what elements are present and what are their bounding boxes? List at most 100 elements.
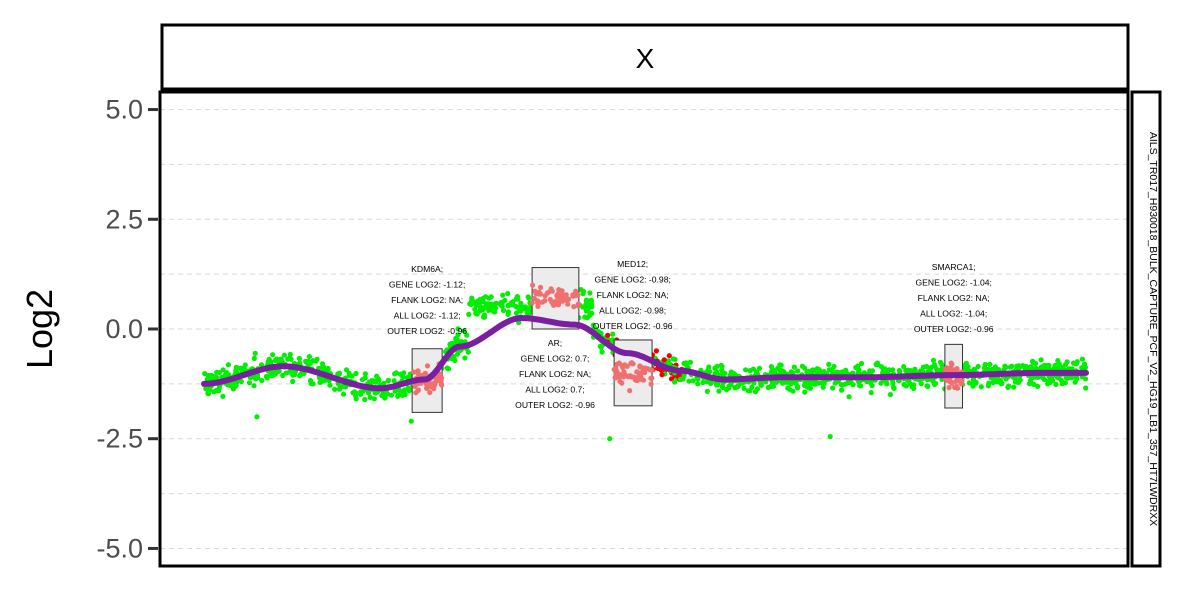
annotation-ar: AR; GENE LOG2: 0.7; FLANK LOG2: NA; ALL LOG… bbox=[515, 338, 595, 410]
probe-point bbox=[500, 307, 507, 314]
probe-point bbox=[339, 384, 345, 390]
gene-point bbox=[958, 381, 964, 387]
probe-point bbox=[1074, 376, 1080, 382]
probe-point bbox=[1059, 381, 1065, 387]
probe-point bbox=[749, 384, 755, 390]
gene-annotations: KDM6A; GENE LOG2: -1.12; FLANK LOG2: NA; AL… bbox=[387, 259, 994, 410]
probe-point bbox=[735, 384, 741, 390]
gene-point bbox=[631, 374, 637, 380]
probe-point bbox=[867, 368, 873, 374]
probe-point bbox=[962, 365, 968, 371]
probe-point bbox=[712, 365, 718, 371]
probe-point bbox=[402, 391, 408, 398]
probe-point bbox=[804, 384, 811, 390]
probe-point bbox=[405, 385, 411, 391]
probe-point bbox=[371, 396, 377, 402]
probe-point bbox=[499, 303, 505, 309]
gene-point bbox=[415, 388, 421, 394]
probe-point bbox=[220, 367, 226, 373]
probe-point bbox=[605, 332, 611, 338]
probe-point bbox=[668, 376, 675, 382]
probe-point bbox=[307, 378, 314, 384]
probe-point bbox=[1063, 375, 1069, 381]
side-strip-label: AILS_TR017_H930018_BULK_CAPTURE_PCF_V2_H… bbox=[1147, 132, 1159, 526]
probe-point bbox=[583, 298, 590, 304]
probe-point bbox=[704, 388, 711, 394]
probe-point bbox=[987, 361, 993, 367]
gene-point bbox=[571, 304, 577, 310]
probe-point bbox=[661, 357, 667, 363]
probe-point bbox=[360, 388, 366, 394]
probe-point bbox=[838, 382, 845, 388]
probe-point bbox=[875, 362, 881, 368]
probe-point bbox=[373, 379, 379, 385]
probe-point bbox=[690, 378, 696, 384]
probe-point bbox=[469, 298, 475, 304]
probe-point bbox=[290, 372, 296, 378]
y-tick-label: -5.0 bbox=[96, 533, 143, 563]
probe-point bbox=[388, 392, 394, 398]
probe-point bbox=[1003, 364, 1009, 370]
probe-point bbox=[524, 307, 530, 313]
probe-point bbox=[741, 385, 747, 391]
probe-point bbox=[868, 390, 874, 396]
probe-point bbox=[225, 362, 231, 368]
y-tick-label: 2.5 bbox=[105, 204, 143, 234]
probe-point bbox=[716, 388, 722, 394]
probe-point bbox=[514, 294, 521, 300]
probe-point bbox=[677, 376, 684, 382]
gene-point bbox=[559, 295, 565, 301]
probe-point bbox=[850, 382, 856, 388]
probe-point bbox=[211, 374, 217, 380]
probe-point bbox=[583, 303, 589, 309]
probe-point bbox=[925, 383, 931, 389]
probe-point bbox=[336, 370, 343, 376]
probe-point bbox=[937, 359, 944, 365]
probe-point bbox=[918, 381, 924, 387]
probe-point bbox=[708, 380, 714, 386]
probe-point bbox=[982, 361, 988, 368]
probe-point bbox=[478, 304, 484, 311]
gene-point bbox=[553, 298, 559, 305]
probe-point bbox=[1055, 358, 1061, 364]
probe-point bbox=[908, 368, 914, 374]
probe-point bbox=[319, 361, 326, 367]
probe-point bbox=[802, 365, 808, 371]
annotation-line: FLANK LOG2: NA; bbox=[391, 295, 463, 305]
gene-point bbox=[412, 383, 418, 389]
annotation-smarca1: SMARCA1; GENE LOG2: -1.04; FLANK LOG2: NA;… bbox=[914, 262, 994, 334]
probe-point bbox=[1012, 379, 1019, 385]
probe-point bbox=[820, 384, 826, 390]
gene-point bbox=[529, 300, 535, 306]
probe-point bbox=[385, 377, 391, 383]
probe-point bbox=[712, 371, 718, 377]
probe-point bbox=[252, 350, 258, 356]
probe-point bbox=[461, 328, 467, 334]
annotation-line: ALL LOG2: -0.98; bbox=[599, 306, 666, 316]
probe-point bbox=[754, 371, 761, 377]
probe-point bbox=[932, 381, 938, 387]
probe-point bbox=[500, 292, 506, 298]
probe-point bbox=[770, 381, 776, 387]
probe-point bbox=[465, 349, 471, 355]
gene-point bbox=[634, 369, 640, 375]
probe-point bbox=[672, 356, 678, 362]
annotation-line: FLANK LOG2: NA; bbox=[519, 369, 591, 379]
probe-point bbox=[296, 355, 302, 362]
probe-point bbox=[719, 363, 725, 370]
annotation-line: GENE LOG2: 0.7; bbox=[521, 354, 590, 364]
gene-point bbox=[627, 373, 633, 379]
gene-point bbox=[537, 284, 544, 290]
probe-point bbox=[1031, 381, 1037, 387]
probe-point bbox=[235, 365, 241, 371]
probe-point bbox=[802, 389, 808, 395]
probe-point bbox=[397, 371, 404, 377]
y-axis: 5.0 2.5 0.0 -2.5 -5.0 bbox=[96, 95, 158, 563]
probe-point bbox=[1064, 359, 1070, 365]
probe-point bbox=[975, 363, 981, 370]
probe-point bbox=[846, 394, 852, 400]
gene-point bbox=[548, 286, 554, 292]
probe-point bbox=[1038, 357, 1044, 363]
gene-point bbox=[630, 361, 636, 367]
probe-point bbox=[280, 372, 286, 379]
